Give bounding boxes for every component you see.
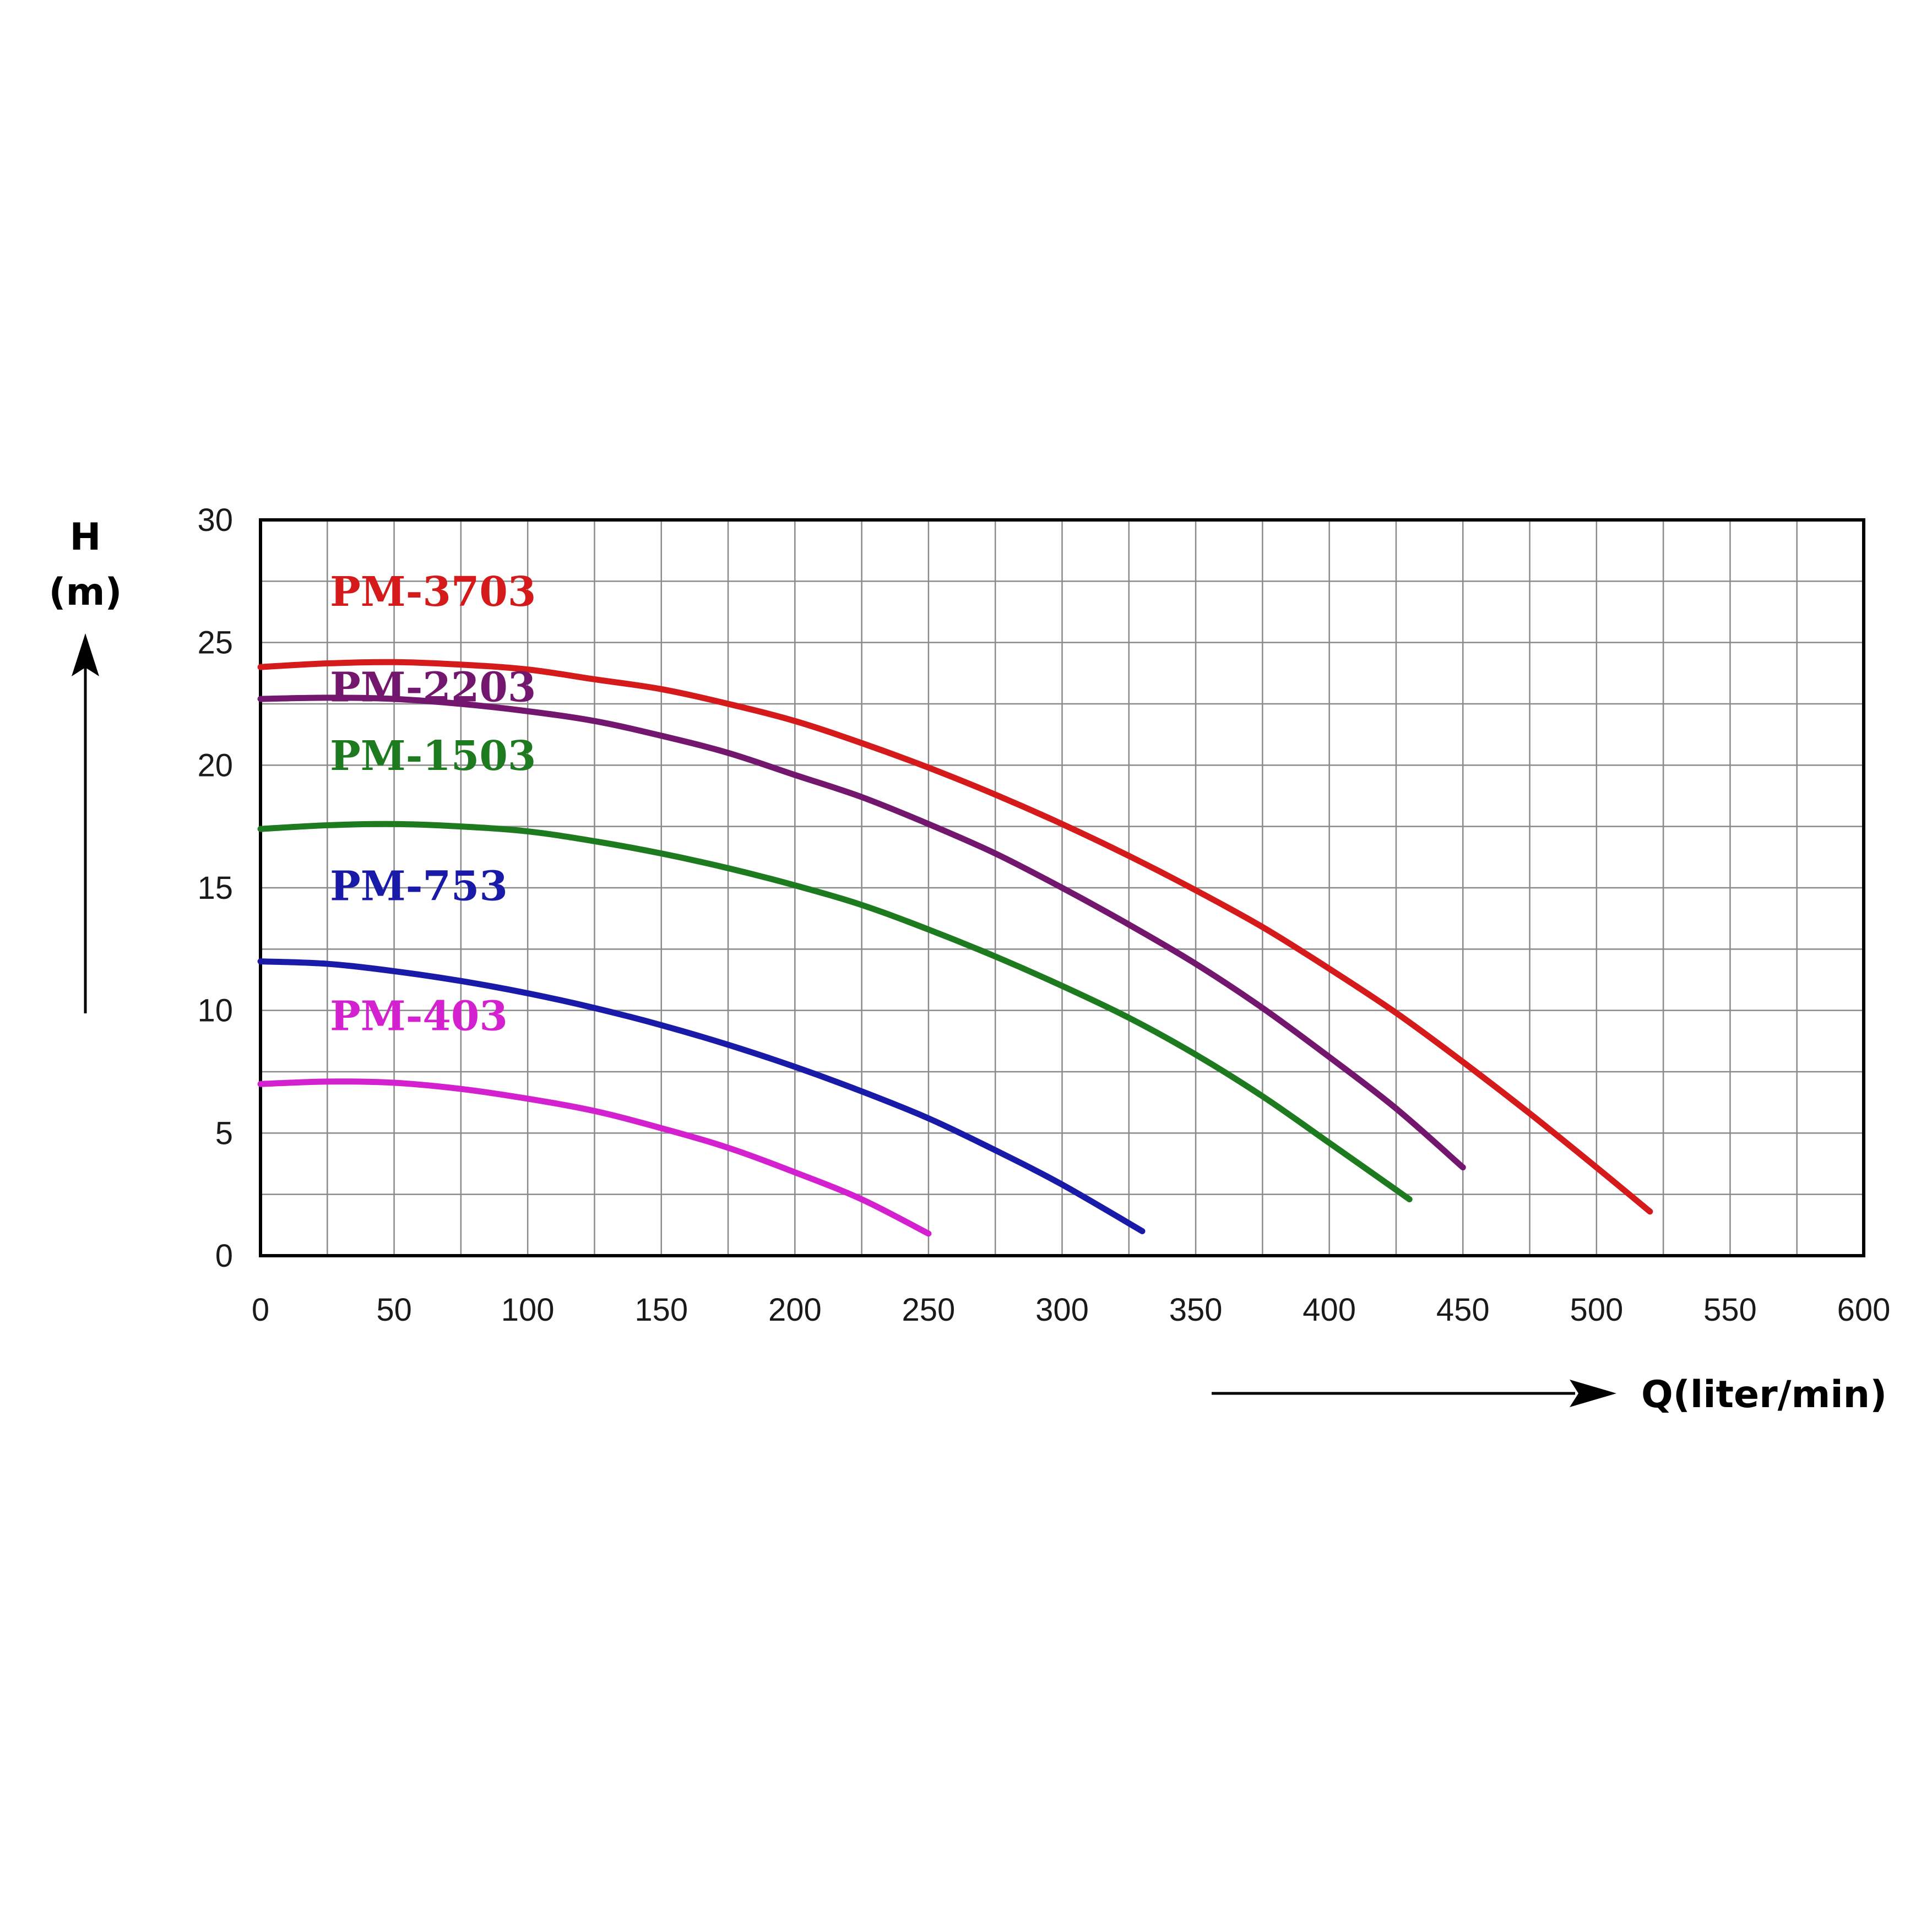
y-axis-title-line1: H [70, 515, 101, 559]
x-tick-label: 250 [902, 1292, 956, 1328]
series-line-pm-403 [257, 1078, 932, 1237]
series-line-pm-1503 [257, 821, 1413, 1203]
y-tick-label: 20 [197, 747, 233, 783]
x-tick-label: 150 [634, 1292, 688, 1328]
tick-labels: 0 50 100 150 200 250 300 350 400 450 500 550 600 0 5 10… [197, 502, 1890, 1328]
x-tick-label: 50 [376, 1292, 412, 1328]
y-tick-label: 15 [197, 870, 233, 906]
x-tick-label: 500 [1570, 1292, 1623, 1328]
y-tick-label: 5 [215, 1115, 233, 1151]
x-tick-label: 450 [1436, 1292, 1490, 1328]
x-tick-label: 0 [252, 1292, 269, 1328]
series-line-pm-2203 [257, 694, 1466, 1171]
y-axis-title-line2: (m) [48, 571, 122, 614]
y-tick-label: 0 [215, 1238, 233, 1274]
x-tick-label: 200 [768, 1292, 822, 1328]
grid [261, 520, 1864, 1256]
series-label-pm-753: PM-753 [330, 862, 508, 910]
series-lines [257, 659, 1653, 1237]
series-line-pm-753 [257, 958, 1146, 1234]
series-label-pm-1503: PM-1503 [330, 732, 536, 780]
y-tick-label: 25 [197, 625, 233, 661]
series-label-pm-2203: PM-2203 [330, 664, 536, 712]
series-line-pm-3703 [257, 659, 1653, 1215]
y-axis-arrow-icon [72, 633, 99, 1013]
y-tick-label: 30 [197, 502, 233, 538]
x-tick-label: 550 [1703, 1292, 1757, 1328]
x-tick-label: 100 [501, 1292, 555, 1328]
series-label-pm-403: PM-403 [330, 992, 508, 1040]
x-axis-arrow-icon [1212, 1380, 1616, 1407]
series-labels: PM-3703 PM-2203 PM-1503 PM-753 PM-403 [330, 568, 536, 1040]
x-tick-label: 600 [1837, 1292, 1891, 1328]
x-tick-label: 400 [1303, 1292, 1356, 1328]
y-tick-label: 10 [197, 993, 233, 1029]
plot-frame [259, 518, 1865, 1257]
x-axis-title: Q(liter/min) [1641, 1373, 1887, 1417]
x-tick-label: 350 [1169, 1292, 1223, 1328]
x-tick-label: 300 [1035, 1292, 1089, 1328]
series-label-pm-3703: PM-3703 [330, 568, 536, 616]
